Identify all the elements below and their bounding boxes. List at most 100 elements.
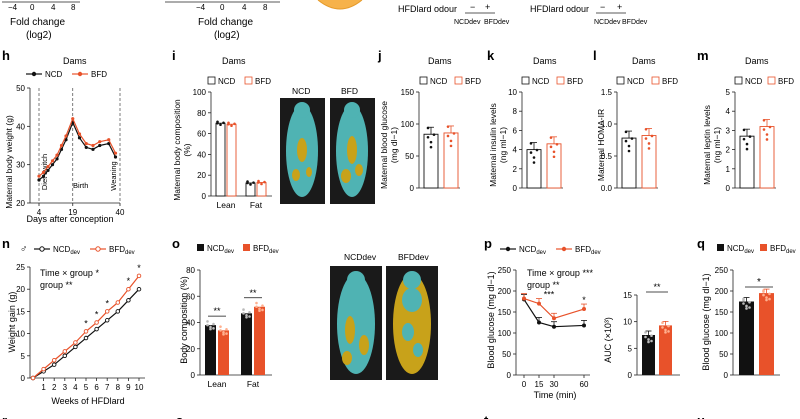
k-ytick-label-1: 2 xyxy=(513,165,518,174)
o-Fat-NCDdev-dot-1 xyxy=(245,315,248,319)
p-sig-15: *** xyxy=(544,289,555,299)
n-point-BFDdev-2 xyxy=(51,357,57,363)
q-1-dot-1 xyxy=(765,298,768,302)
odour1-minus: − xyxy=(470,2,475,12)
legend-o-ncd: NCDdev xyxy=(207,244,234,255)
pauc-ytick-label-2: 10 xyxy=(623,318,632,327)
pauc-0-dot-5 xyxy=(650,339,653,343)
l-1-dot-2 xyxy=(650,134,654,138)
h-point-NCD-8 xyxy=(77,136,82,140)
panel-l-legend: NCD BFD xyxy=(616,76,678,86)
l-1-dot-0 xyxy=(644,137,648,140)
p-xtick-label-3: 60 xyxy=(580,380,589,389)
panel-letter-i: i xyxy=(172,48,176,63)
n-point-BFDdev-5 xyxy=(83,329,89,334)
odour1-plus: + xyxy=(485,2,490,12)
h-point-BFD-5 xyxy=(59,143,64,148)
k-1-dot-4 xyxy=(552,150,556,154)
k-1-dot-3 xyxy=(549,136,553,139)
pauc-0-dot-3 xyxy=(644,331,647,334)
o-Lean-BFDdev-dot-4 xyxy=(222,331,225,334)
l-0-dot-0 xyxy=(624,139,628,143)
n-sig-star-3: * xyxy=(127,276,131,286)
n-sig-star-2: * xyxy=(105,298,109,308)
i-Lean-BFD-dot-2 xyxy=(233,122,236,126)
l-ytick-label-0: 0.0 xyxy=(601,184,613,193)
panel-n-legend: ♂ NCDdev BFDdev xyxy=(20,244,135,256)
panel-letter-j: j xyxy=(377,48,382,63)
h-point-BFD-8 xyxy=(77,132,82,136)
q-0-dot-2 xyxy=(748,300,751,304)
j-1-dot-4 xyxy=(449,139,453,143)
pauc-ytick-label-1: 5 xyxy=(628,344,633,353)
p-xtick-label-2: 30 xyxy=(550,380,559,389)
o-Fat-BFDdev-dot-0 xyxy=(255,305,258,309)
n-ytick-label-2: 10 xyxy=(16,330,25,339)
odour2-ncd: NCDdev xyxy=(594,19,621,26)
panel-m: m Dams NCD BFD Maternal leptin levels (n… xyxy=(697,48,794,193)
q-0-dot-4 xyxy=(745,304,748,308)
l-1-dot-1 xyxy=(647,147,651,150)
fold2-sublabel: (log2) xyxy=(214,30,240,41)
p-xtick-label-0: 0 xyxy=(522,380,527,389)
h-point-BFD-10 xyxy=(91,143,95,148)
k-ytick-label-2: 4 xyxy=(513,146,518,155)
male-symbol: ♂ xyxy=(20,244,28,255)
n-xtick-label-7: 8 xyxy=(116,383,121,392)
mouse-label-ncddev: NCDdev xyxy=(344,252,377,262)
legend-k-bfd: BFD xyxy=(567,77,583,86)
m-ytick-label-1: 1 xyxy=(726,165,731,174)
h-point-NCD-10 xyxy=(91,147,95,151)
h-ytick-label-1: 30 xyxy=(16,161,25,170)
p-sig-60: * xyxy=(582,295,586,305)
j-0-dot-4 xyxy=(429,140,433,144)
fold1-sublabel: (log2) xyxy=(26,30,52,41)
panel-n: n ♂ NCDdev BFDdev Time × group * group *… xyxy=(2,236,145,406)
fold2-tick-1: 0 xyxy=(220,3,225,12)
annot-weaning: Weaning xyxy=(109,161,118,190)
m-ytick-label-2: 2 xyxy=(726,146,731,155)
n-ytick-label-5: 25 xyxy=(16,263,25,272)
pauc-0-dot-2 xyxy=(650,334,653,338)
panel-letter-q: q xyxy=(697,236,705,251)
panel-p-xlabel: Time (min) xyxy=(534,390,577,400)
m-1-dot-0 xyxy=(762,128,766,131)
i-Fat-BFD-dot-3 xyxy=(257,179,260,183)
h-point-BFD-2 xyxy=(46,164,50,169)
panel-i-title: Dams xyxy=(222,56,246,66)
h-point-NCD-0 xyxy=(37,178,41,182)
n-xtick-label-6: 7 xyxy=(105,383,110,392)
o-Fat-NCDdev-dot-5 xyxy=(248,315,251,318)
mouse-image-ncd xyxy=(280,98,325,204)
pauc-0-dot-1 xyxy=(647,340,650,344)
o-bar-Lean-BFDdev xyxy=(218,330,229,375)
o-ytick-label-1: 20 xyxy=(186,345,195,354)
n-xtick-label-5: 6 xyxy=(94,383,99,392)
n-xtick-label-2: 3 xyxy=(63,383,68,392)
panel-m-legend: NCD BFD xyxy=(734,76,794,86)
j-ytick-label-0: 0 xyxy=(410,184,415,193)
panel-j-legend: NCD BFD xyxy=(419,76,481,86)
mouse-image-bfddev xyxy=(386,266,438,380)
h-point-BFD-3 xyxy=(50,159,55,163)
h-point-NCD-4 xyxy=(55,157,59,161)
panel-h-plot: 20 30 40 50 4 19 40 xyxy=(16,84,125,217)
legend-l-ncd: NCD xyxy=(627,77,645,86)
panel-letter-n: n xyxy=(2,236,10,251)
i-bar-Lean-BFD xyxy=(226,123,237,197)
q-sig: * xyxy=(757,277,761,288)
m-0-dot-3 xyxy=(742,128,746,132)
j-ytick-label-3: 150 xyxy=(401,88,415,97)
panel-letter-l: l xyxy=(593,48,597,63)
panel-letter-h: h xyxy=(2,48,10,63)
i-Lean-NCD-dot-3 xyxy=(216,120,219,124)
n-xtick-label-1: 2 xyxy=(52,383,57,392)
panel-p-auc-plot: 0 5 10 15 ** xyxy=(623,282,680,380)
n-point-BFDdev-9 xyxy=(126,286,131,292)
odour-label-1: HFDlard odour xyxy=(398,4,457,14)
h-point-BFD-11 xyxy=(98,140,102,144)
panel-k-ylabel-2: (ng ml−1) xyxy=(498,127,508,163)
